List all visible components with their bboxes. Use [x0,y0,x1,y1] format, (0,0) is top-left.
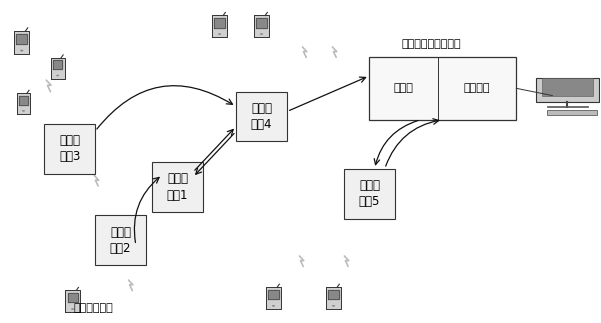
Text: 核心网: 核心网 [393,83,413,93]
Text: 自组网
节点1: 自组网 节点1 [167,172,188,202]
Polygon shape [254,16,269,37]
Bar [542,78,593,96]
Bar [152,162,203,212]
Polygon shape [328,290,338,299]
Circle shape [71,308,75,310]
Polygon shape [53,60,63,69]
Bar [44,124,95,173]
Text: 控制指挥中心服务器: 控制指挥中心服务器 [401,39,461,49]
Text: 自组网
节点5: 自组网 节点5 [359,179,380,208]
Circle shape [22,110,25,112]
Text: 自组网
节点3: 自组网 节点3 [59,134,81,163]
Bar [95,215,146,265]
Polygon shape [14,31,29,54]
Polygon shape [215,18,225,27]
Circle shape [20,50,23,51]
Circle shape [56,75,59,76]
Bar [344,169,395,219]
Polygon shape [266,287,281,309]
Polygon shape [66,290,80,312]
Polygon shape [17,93,31,114]
Bar [236,91,287,141]
Circle shape [332,305,335,307]
Polygon shape [19,96,28,105]
Bar [536,78,599,102]
Text: 自组网
节点4: 自组网 节点4 [251,102,272,131]
Circle shape [260,33,263,35]
Bar [547,106,588,107]
Circle shape [218,33,221,35]
Polygon shape [326,287,341,309]
Polygon shape [50,58,64,78]
Polygon shape [269,290,279,299]
Circle shape [272,305,275,307]
Text: 业务平台: 业务平台 [463,83,490,93]
Text: 自组网
节点2: 自组网 节点2 [110,225,132,255]
Bar [370,57,516,120]
Polygon shape [67,293,78,303]
Polygon shape [16,34,27,44]
Polygon shape [212,16,227,37]
Polygon shape [257,18,267,27]
Text: 用户业务终端: 用户业务终端 [74,303,114,313]
Bar [547,110,597,115]
